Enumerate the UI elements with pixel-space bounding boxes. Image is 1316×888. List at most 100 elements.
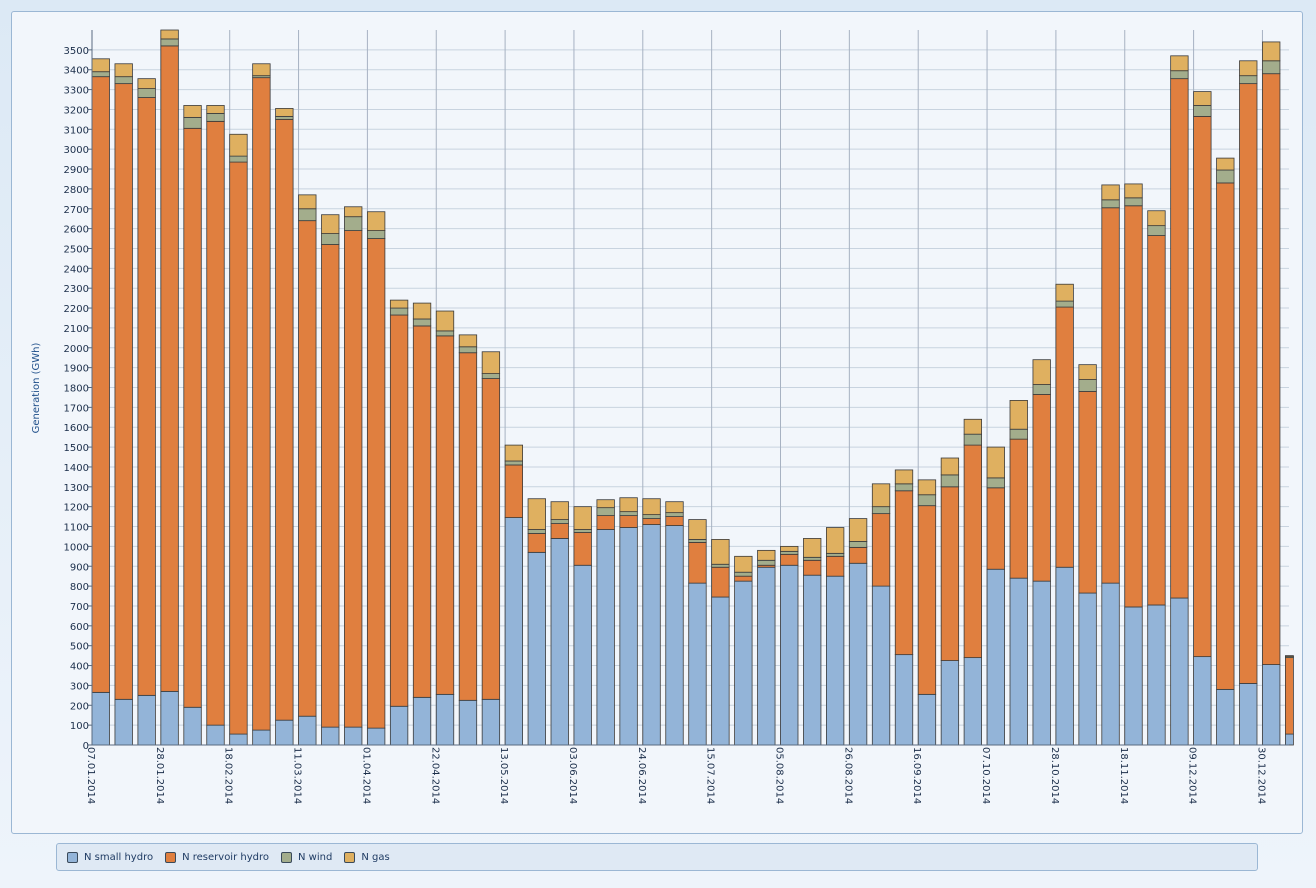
bar-segment-n-small-hydro bbox=[229, 733, 248, 746]
bar-segment-n-reservoir-hydro bbox=[1101, 207, 1120, 584]
bar-segment-n-small-hydro bbox=[389, 705, 409, 746]
bar-segment-n-gas bbox=[91, 58, 110, 73]
bar-segment-n-gas bbox=[527, 498, 546, 530]
legend: N small hydro N reservoir hydro N wind N… bbox=[56, 843, 1258, 871]
y-tick-label: 900 bbox=[70, 562, 89, 573]
bar-segment-n-wind bbox=[665, 512, 684, 517]
bar-segment-n-gas bbox=[780, 545, 799, 552]
bar-segment-n-reservoir-hydro bbox=[871, 513, 891, 587]
bar-segment-n-gas bbox=[321, 214, 340, 234]
bar-segment-n-gas bbox=[1147, 210, 1166, 227]
bar-segment-n-small-hydro bbox=[642, 524, 661, 746]
bar-segment-n-wind bbox=[321, 233, 340, 245]
bar-segment-n-small-hydro bbox=[114, 698, 133, 746]
bar-segment-n-reservoir-hydro bbox=[596, 515, 615, 530]
bar-segment-n-reservoir-hydro bbox=[940, 486, 960, 661]
y-tick-label: 2000 bbox=[64, 344, 89, 355]
bar-segment-n-reservoir-hydro bbox=[550, 523, 569, 539]
axis-layer: 0 100 200 300 400 500 600 700 800 900 1000 1100 1200… bbox=[64, 30, 1289, 804]
bar-segment-n-small-hydro bbox=[917, 693, 937, 746]
x-tick-label: 15.07.2014 bbox=[705, 747, 716, 804]
x-tick-label: 24.06.2014 bbox=[636, 747, 647, 804]
y-tick-label: 1500 bbox=[64, 443, 89, 454]
x-tick-label: 28.10.2014 bbox=[1049, 747, 1060, 804]
bar-segment-n-small-hydro bbox=[275, 719, 294, 746]
legend-item-reservoir-hydro: N reservoir hydro bbox=[165, 851, 269, 863]
bar-segment-n-wind bbox=[1239, 75, 1258, 85]
bar-segment-n-wind bbox=[389, 307, 409, 316]
bar-segment-n-reservoir-hydro bbox=[252, 77, 271, 731]
y-tick-label: 1900 bbox=[64, 364, 89, 375]
bar-segment-n-small-hydro bbox=[1193, 656, 1212, 746]
bar-segment-n-reservoir-hydro bbox=[114, 83, 133, 700]
x-tick-label: 18.11.2014 bbox=[1118, 747, 1129, 804]
bar-segment-n-reservoir-hydro bbox=[917, 505, 937, 695]
bar-segment-n-reservoir-hydro bbox=[711, 566, 730, 598]
bar-segment-n-gas bbox=[1078, 364, 1097, 380]
bar-segment-n-gas bbox=[642, 498, 661, 516]
chart-panel: 0 100 200 300 400 500 600 700 800 900 1000 1100 1200… bbox=[11, 11, 1303, 834]
bar-segment-n-small-hydro bbox=[1032, 580, 1051, 746]
bar-segment-n-wind bbox=[183, 116, 202, 129]
legend-label-gas: N gas bbox=[361, 851, 390, 863]
bar-segment-n-reservoir-hydro bbox=[91, 76, 110, 693]
bar-segment-n-wind bbox=[504, 460, 524, 466]
bar-segment-n-gas bbox=[366, 211, 386, 231]
x-tick-label: 30.12.2014 bbox=[1255, 747, 1266, 804]
bar-segment-n-reservoir-hydro bbox=[183, 127, 202, 708]
bar-segment-n-gas bbox=[665, 501, 684, 514]
bar-segment-n-reservoir-hydro bbox=[848, 546, 868, 564]
bar-segment-n-reservoir-hydro bbox=[803, 559, 822, 576]
bar-segment-n-reservoir-hydro bbox=[826, 555, 845, 577]
y-tick-label: 1200 bbox=[64, 503, 89, 514]
y-tick-label: 2700 bbox=[64, 205, 89, 216]
bar-segment-n-gas bbox=[986, 446, 1005, 479]
bar-segment-n-wind bbox=[688, 539, 707, 543]
bar-segment-n-small-hydro bbox=[321, 726, 340, 746]
bar-segment-n-wind bbox=[596, 507, 615, 517]
x-tick-label: 16.09.2014 bbox=[911, 747, 922, 804]
bar-segment-n-small-hydro bbox=[1124, 606, 1143, 746]
bar-segment-n-gas bbox=[160, 29, 179, 40]
bar-segment-n-wind bbox=[1101, 199, 1120, 209]
bar-segment-n-wind bbox=[435, 330, 455, 337]
y-tick-label: 3200 bbox=[64, 105, 89, 116]
y-tick-label: 2800 bbox=[64, 185, 89, 196]
bar-segment-n-gas bbox=[963, 418, 982, 435]
x-tick-label: 03.06.2014 bbox=[567, 747, 578, 804]
bar-segment-n-small-hydro bbox=[757, 566, 776, 746]
bar-segment-n-reservoir-hydro bbox=[344, 230, 363, 728]
bar-segment-n-gas bbox=[734, 555, 753, 573]
bar-segment-n-reservoir-hydro bbox=[504, 464, 524, 518]
x-tick-label: 22.04.2014 bbox=[429, 747, 440, 804]
bar-segment-n-gas bbox=[1055, 283, 1074, 302]
bar-segment-n-reservoir-hydro bbox=[527, 533, 546, 553]
bar-segment-n-reservoir-hydro bbox=[458, 352, 478, 701]
bar-segment-n-gas bbox=[871, 483, 891, 508]
bar-segment-n-reservoir-hydro bbox=[412, 325, 432, 698]
bar-segment-n-small-hydro bbox=[1055, 566, 1074, 746]
bar-segment-n-wind bbox=[344, 216, 363, 231]
bar-segment-n-reservoir-hydro bbox=[642, 518, 661, 525]
x-tick-label: 05.08.2014 bbox=[774, 747, 785, 804]
bar-segment-n-gas bbox=[458, 334, 478, 348]
bar-segment-n-gas bbox=[389, 299, 409, 309]
bar-segment-n-reservoir-hydro bbox=[435, 335, 455, 695]
bar-segment-n-gas bbox=[344, 206, 363, 218]
bar-segment-n-reservoir-hydro bbox=[1239, 83, 1258, 684]
bar-segment-n-wind bbox=[527, 529, 546, 534]
bar-segment-n-gas bbox=[1124, 183, 1143, 199]
bar-segment-n-reservoir-hydro bbox=[1262, 73, 1281, 665]
bar-segment-n-reservoir-hydro bbox=[389, 314, 409, 707]
bar-segment-n-small-hydro bbox=[848, 562, 868, 746]
bar-segment-n-gas bbox=[1101, 184, 1120, 201]
bar-segment-n-small-hydro bbox=[1285, 733, 1294, 746]
bar-segment-n-small-hydro bbox=[826, 575, 845, 746]
bar-segment-n-small-hydro bbox=[1262, 664, 1281, 746]
bar-segment-n-small-hydro bbox=[458, 699, 478, 746]
y-tick-label: 2100 bbox=[64, 324, 89, 335]
bar-segment-n-small-hydro bbox=[619, 527, 638, 746]
bar-segment-n-reservoir-hydro bbox=[366, 238, 386, 729]
bar-segment-n-gas bbox=[412, 302, 432, 320]
bar-segment-n-wind bbox=[871, 506, 891, 515]
